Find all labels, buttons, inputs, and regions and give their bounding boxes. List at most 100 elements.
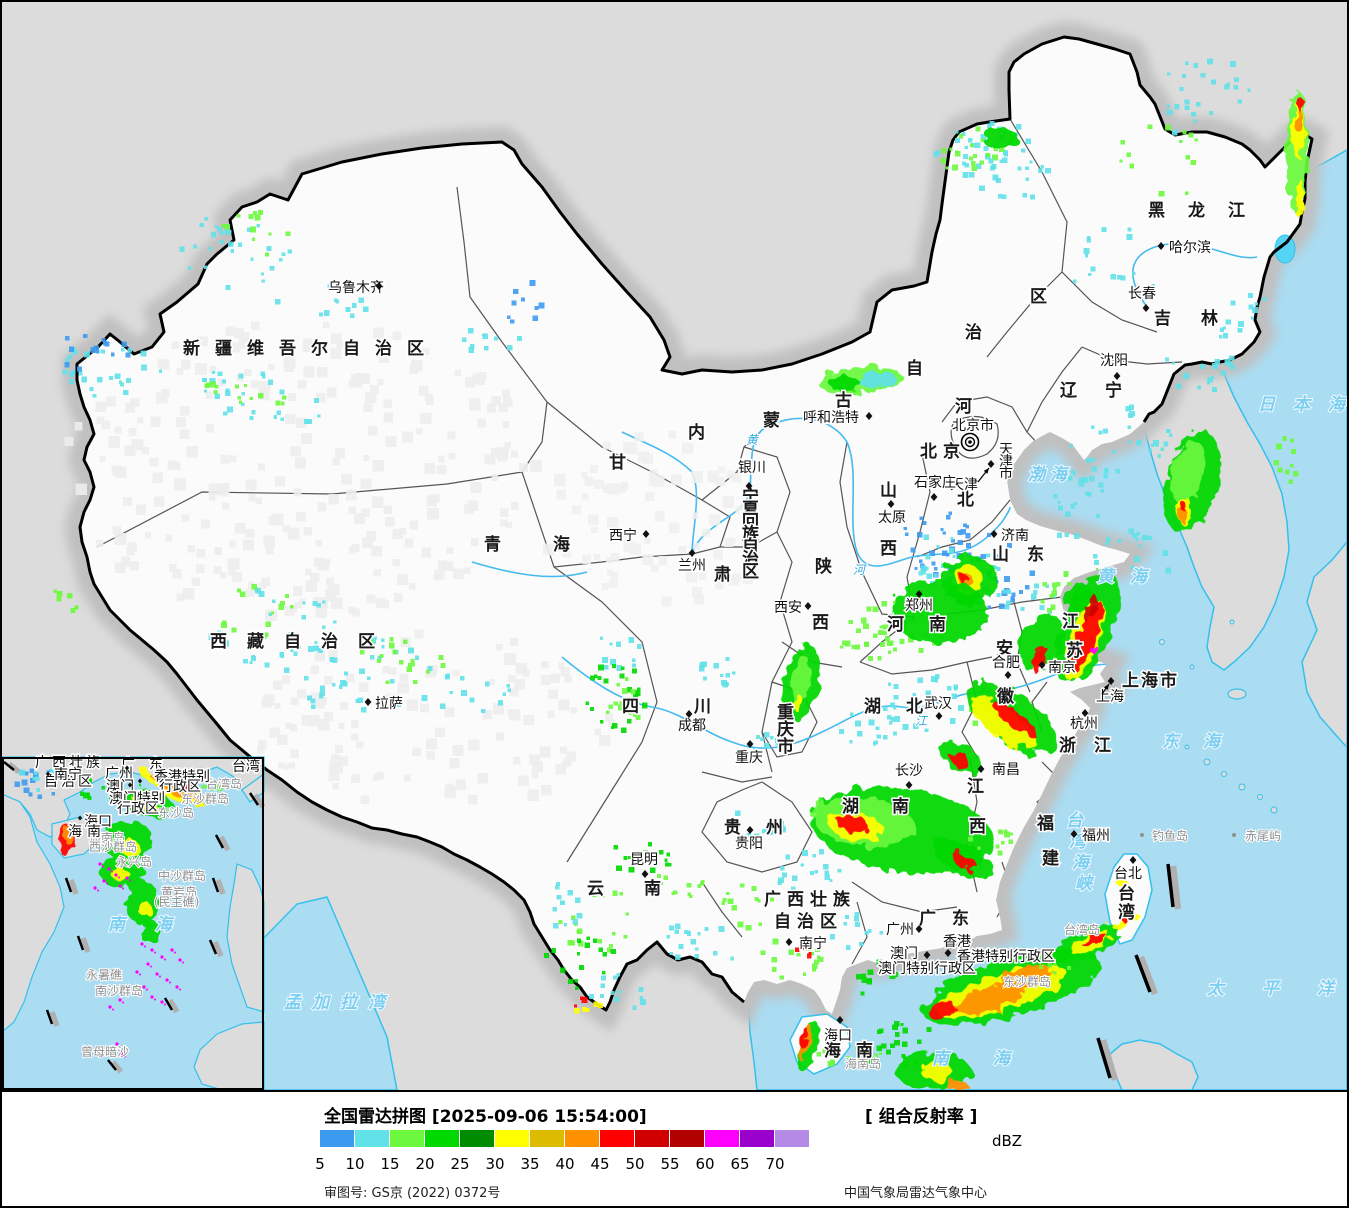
province-label: 西 xyxy=(969,817,986,837)
sea-label: 东海 xyxy=(1162,732,1244,752)
city-label: 乌鲁木齐 xyxy=(328,280,384,296)
legend-value: 55 xyxy=(660,1155,680,1173)
city-marker xyxy=(977,765,985,773)
city-label: 拉萨 xyxy=(375,696,403,712)
city-label: 澳门 xyxy=(890,946,918,962)
province-label: 蒙 xyxy=(763,410,780,431)
inset-label: 行政区 xyxy=(117,801,159,817)
legend-panel: 全国雷达拼图 [2025-09-06 15:54:00] [ 组合反射率 ] d… xyxy=(2,1092,1347,1206)
city-label: 澳门特别行政区 xyxy=(878,961,976,977)
colorbar xyxy=(320,1130,810,1147)
city-label: 香港特别行政区 xyxy=(957,949,1055,965)
inset-label: 海南 xyxy=(68,824,106,840)
city-label: 哈尔滨 xyxy=(1169,240,1211,256)
city-label: 南京 xyxy=(1048,660,1076,676)
province-label: 区 xyxy=(1030,287,1047,307)
city-marker xyxy=(1038,661,1046,669)
province-label: 海南 xyxy=(824,1040,888,1061)
island-label: 钓鱼岛 xyxy=(1152,828,1188,843)
city-label: 台北 xyxy=(1114,866,1142,882)
city-marker xyxy=(1113,372,1121,380)
city-marker xyxy=(1142,304,1150,312)
inset-philippines xyxy=(226,863,265,1013)
city-label: 南昌 xyxy=(992,762,1020,778)
legend-swatch xyxy=(670,1130,704,1147)
inset-label: 广东 xyxy=(121,757,177,773)
city-label: 海口 xyxy=(824,1028,852,1044)
city-marker xyxy=(127,782,133,788)
island-label: 赤尾屿 xyxy=(1245,829,1281,843)
province-label: 西 xyxy=(880,539,897,559)
province-label: 广东 xyxy=(919,908,985,929)
china-border xyxy=(75,35,1314,1012)
inset-island-label: 南沙群岛 xyxy=(95,983,143,998)
khanka-lake xyxy=(1274,234,1296,264)
province-boundaries xyxy=(96,118,1183,965)
sea-label: 太平洋 xyxy=(1206,979,1347,999)
inset-mainland xyxy=(2,756,265,838)
city-label: 昆明 xyxy=(630,852,658,868)
sea-label: 黄海 xyxy=(1097,567,1163,587)
radar-echoes xyxy=(53,58,1308,1091)
city-label: 广州 xyxy=(886,922,914,938)
qinghai-river xyxy=(471,561,588,578)
city-label: 西宁 xyxy=(609,527,637,544)
river-label: 河 xyxy=(853,563,867,577)
legend-swatch xyxy=(530,1130,564,1147)
city-marker xyxy=(641,870,649,878)
province-label: 黑龙江 xyxy=(1148,200,1268,221)
legend-value: 20 xyxy=(415,1155,435,1173)
city-label: 合肥 xyxy=(992,655,1020,671)
province-label: 北 xyxy=(957,490,974,510)
province-label: 湖北 xyxy=(864,697,948,717)
province-label: 建 xyxy=(1042,848,1059,869)
legend-value: 30 xyxy=(485,1155,505,1173)
province-label: 江 xyxy=(967,777,984,797)
legend-swatch xyxy=(635,1130,669,1147)
city-marker xyxy=(137,778,143,784)
inset-label: 澳门特别 xyxy=(109,791,165,807)
province-label: 重庆市 xyxy=(777,702,794,757)
city-marker xyxy=(836,1016,844,1024)
city-marker xyxy=(987,460,995,468)
city-label: 长春 xyxy=(1128,286,1156,302)
legend-swatch xyxy=(600,1130,634,1147)
city-label: 福州 xyxy=(1082,828,1110,844)
map-labels: 日本海渤海黄海东海南海太平洋孟加拉湾台湾海峡黄河江钓鱼岛赤尾屿台湾岛东沙群岛海南… xyxy=(182,199,1347,1073)
city-marker xyxy=(77,815,83,821)
colorbar-unit: dBZ xyxy=(992,1132,1023,1150)
inset-label: 台湾 xyxy=(232,758,260,775)
province-label: 浙江 xyxy=(1059,735,1129,756)
legend-swatch xyxy=(460,1130,494,1147)
inset-island-label: 永兴岛 xyxy=(116,854,152,869)
legend-swatch xyxy=(495,1130,529,1147)
inset-island-label: 永暑礁 xyxy=(86,967,122,982)
island-label: 海南岛 xyxy=(845,1056,881,1071)
province-label: 四川 xyxy=(622,697,766,717)
city-marker xyxy=(1107,677,1115,685)
inset-island-label: 中沙群岛 xyxy=(158,868,206,883)
city-label: 上海 xyxy=(1096,689,1124,705)
city-label: 香港 xyxy=(943,934,971,950)
province-label: 陕 xyxy=(815,556,832,577)
inset-sea-label: 南海 xyxy=(108,915,202,935)
province-label: 山 xyxy=(880,481,897,501)
capital-marker xyxy=(960,432,980,452)
legend-value: 65 xyxy=(730,1155,750,1173)
city-marker xyxy=(124,765,130,771)
inset-label: 香港特别 xyxy=(154,769,210,785)
city-marker xyxy=(905,781,913,789)
legend-value: 25 xyxy=(450,1155,470,1173)
legend-swatch xyxy=(705,1130,739,1147)
legend-value: 45 xyxy=(590,1155,610,1173)
legend-value: 40 xyxy=(555,1155,575,1173)
city-label: 济南 xyxy=(1001,528,1029,544)
legend-value: 35 xyxy=(520,1155,540,1173)
inset-label: 海口 xyxy=(84,814,112,830)
legend-value: 70 xyxy=(765,1155,785,1173)
city-marker xyxy=(887,500,895,508)
city-marker xyxy=(944,949,952,957)
city-marker xyxy=(1157,242,1165,250)
nine-dash-line xyxy=(1096,863,1182,1081)
